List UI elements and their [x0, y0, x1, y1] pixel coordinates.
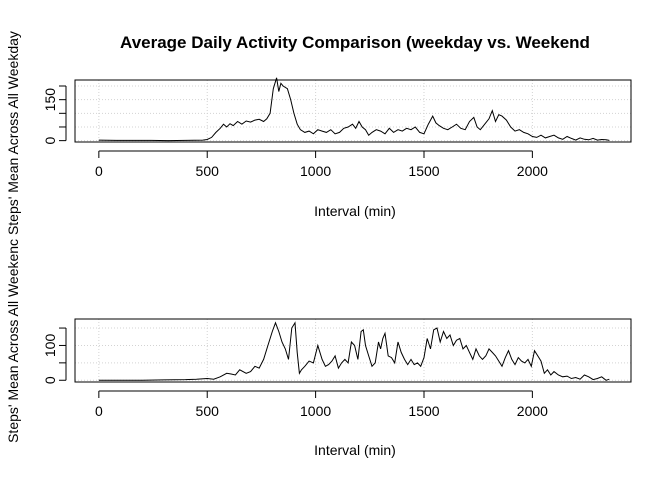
weekend-panel: 0 500 1000 1500 2000 0 100 Interval (min) — [42, 318, 632, 458]
chart-title: Average Daily Activity Comparison (weekd… — [120, 33, 590, 52]
y-tick-label: 0 — [42, 137, 58, 145]
x-tick-label: 0 — [95, 403, 103, 419]
weekend-y-axis: 0 100 — [42, 327, 67, 384]
y-tick-label: 150 — [42, 88, 58, 112]
weekend-series-line — [98, 321, 610, 381]
weekend-x-axis-label: Interval (min) — [314, 442, 396, 458]
weekend-x-axis: 0 500 1000 1500 2000 — [95, 390, 548, 419]
y-tick-label: 0 — [42, 376, 58, 384]
x-tick-label: 1000 — [300, 403, 331, 419]
weekday-panel: 0 500 1000 1500 2000 0 150 Interval (min) — [42, 77, 632, 219]
weekday-series-line — [98, 77, 610, 142]
weekend-grid — [75, 319, 631, 382]
weekend-plot-frame — [74, 318, 632, 383]
y-tick-label: 100 — [42, 334, 58, 358]
weekday-x-axis-label: Interval (min) — [314, 203, 396, 219]
weekday-x-axis: 0 500 1000 1500 2000 — [95, 150, 548, 179]
weekday-grid — [75, 80, 631, 142]
y-axis-label: Steps' Mean Across All Weekenc Steps' Me… — [5, 31, 21, 443]
weekday-y-axis: 0 150 — [42, 85, 67, 145]
x-tick-label: 2000 — [517, 163, 548, 179]
weekday-plot-frame — [74, 79, 632, 143]
x-tick-label: 500 — [196, 403, 220, 419]
x-tick-label: 2000 — [517, 403, 548, 419]
x-tick-label: 1500 — [408, 403, 439, 419]
x-tick-label: 1500 — [408, 163, 439, 179]
x-tick-label: 500 — [196, 163, 220, 179]
x-tick-label: 0 — [95, 163, 103, 179]
x-tick-label: 1000 — [300, 163, 331, 179]
